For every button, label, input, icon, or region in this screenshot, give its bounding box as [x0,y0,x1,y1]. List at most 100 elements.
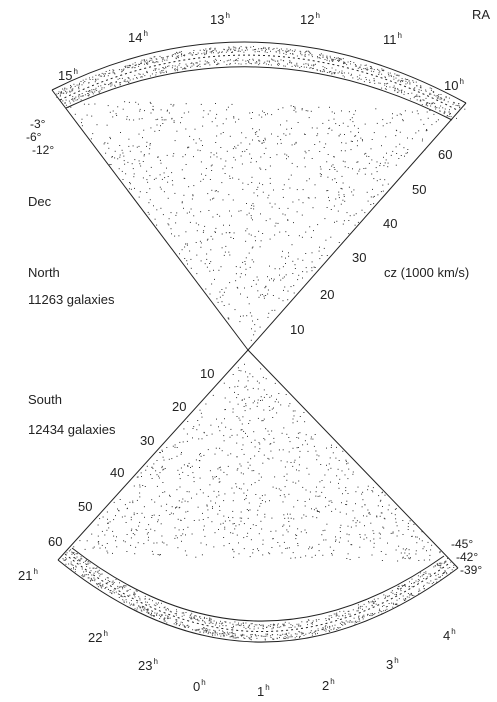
south-galaxy-point [320,464,322,465]
south-galaxy-point [443,572,445,574]
north-galaxy-point [448,111,450,113]
south-galaxy-point [204,622,206,624]
north-galaxy-point [128,66,130,68]
south-galaxy-point [397,604,399,606]
south-galaxy-point [299,635,301,637]
south-galaxy-point [437,573,439,575]
north-galaxy-point [386,83,388,85]
south-galaxy-point [184,517,186,519]
north-galaxy-point [162,57,164,59]
south-galaxy-point [198,629,200,631]
south-galaxy-point [257,402,259,404]
south-galaxy-point [252,387,254,389]
north-galaxy-point [185,164,187,165]
north-galaxy-point [330,209,332,210]
north-galaxy-point [181,201,183,203]
north-galaxy-point [149,143,151,144]
north-galaxy-point [156,209,158,211]
north-galaxy-point [293,222,294,224]
north-galaxy-point [276,47,278,49]
north-galaxy-point [390,74,392,76]
south-galaxy-point [136,602,138,604]
north-galaxy-point [100,85,102,87]
south-galaxy-point [135,590,137,592]
south-galaxy-point [306,467,308,469]
north-galaxy-point [74,97,76,99]
south-galaxy-point [75,553,77,555]
south-galaxy-point [216,632,218,634]
north-galaxy-point [365,69,367,71]
south-galaxy-point [314,554,316,556]
north-galaxy-point [210,152,212,154]
south-galaxy-point [214,476,216,478]
south-galaxy-point [81,575,83,577]
south-galaxy-point [233,492,235,494]
south-galaxy-point [241,635,242,637]
north-galaxy-point [420,89,422,91]
south-galaxy-point [219,625,221,627]
cz-axis-label: cz (1000 km/s) [384,265,470,280]
north-galaxy-point [269,218,271,220]
north-galaxy-point [244,263,246,265]
north-galaxy-point [213,197,215,199]
north-galaxy-point [81,84,83,86]
north-galaxy-point [269,61,270,63]
south-galaxy-point [161,449,163,451]
north-galaxy-point [277,108,279,110]
south-galaxy-point [210,621,212,623]
south-galaxy-point [99,575,101,577]
north-galaxy-point [395,135,397,137]
south-galaxy-point [129,604,131,606]
north-galaxy-point [214,61,216,63]
north-galaxy-point [207,113,209,115]
south-galaxy-point [209,629,211,631]
south-galaxy-point [176,611,178,613]
south-galaxy-point [193,426,195,428]
south-galaxy-point [76,556,78,558]
south-galaxy-point [99,518,101,520]
south-galaxy-point [191,465,193,467]
north-galaxy-point [310,52,312,54]
north-galaxy-point [279,231,281,233]
north-galaxy-point [334,73,336,75]
south-galaxy-point [323,486,325,488]
north-galaxy-point [179,253,180,255]
north-galaxy-point [277,60,279,62]
north-galaxy-point [363,68,365,70]
north-galaxy-point [196,230,198,232]
north-galaxy-point [138,65,140,67]
south-galaxy-point [333,627,335,629]
south-galaxy-point [434,565,436,567]
south-galaxy-point [150,528,152,530]
north-galaxy-point [327,190,329,191]
north-galaxy-point [301,109,303,111]
south-galaxy-point [394,593,396,595]
north-galaxy-point [220,158,222,160]
south-galaxy-point [117,593,119,595]
south-galaxy-point [159,452,161,453]
south-galaxy-point [325,627,326,629]
north-galaxy-point [269,265,270,267]
south-galaxy-point [231,627,233,628]
north-galaxy-point [231,215,232,217]
north-galaxy-point [124,101,126,103]
south-galaxy-point [236,486,238,488]
south-galaxy-point [358,616,359,618]
south-galaxy-point [352,510,354,512]
south-galaxy-point [411,583,412,584]
south-galaxy-point [256,405,258,407]
north-galaxy-point [427,105,429,107]
south-galaxy-point [265,428,267,430]
south-galaxy-point [143,609,145,611]
south-galaxy-point [72,564,74,566]
north-galaxy-point [235,47,237,49]
south-galaxy-point [273,437,275,439]
north-galaxy-point [430,93,432,95]
south-galaxy-point [263,389,265,391]
south-galaxy-point [243,492,245,494]
south-galaxy-point [342,624,344,626]
north-galaxy-point [155,61,157,63]
south-galaxy-point [101,544,103,546]
north-galaxy-point [329,169,331,170]
north-galaxy-point [261,142,263,144]
